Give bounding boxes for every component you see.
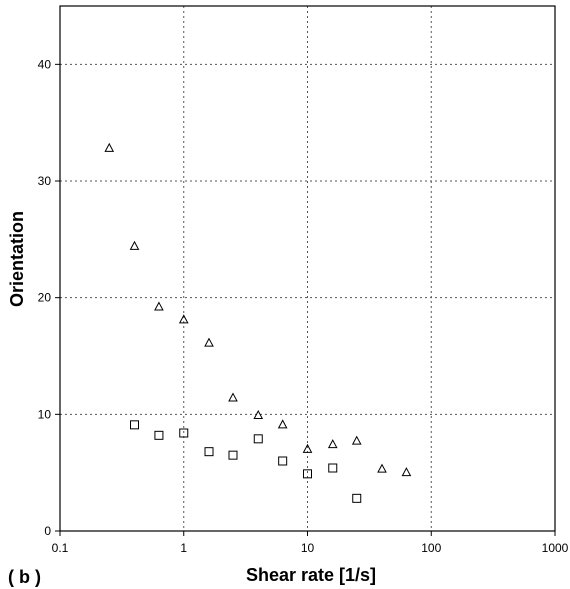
square-marker xyxy=(254,435,262,443)
triangle-marker xyxy=(329,440,337,448)
x-tick-label: 1 xyxy=(180,541,187,555)
triangle-marker xyxy=(378,465,386,473)
x-tick-label: 1000 xyxy=(542,541,569,555)
y-tick-label: 30 xyxy=(38,174,52,188)
y-tick-label: 10 xyxy=(38,407,52,421)
square-marker xyxy=(205,448,213,456)
axis-ticks: 0.1 1 10 100 1000 0 10 20 30 40 xyxy=(38,57,569,555)
square-marker xyxy=(229,451,237,459)
triangle-marker xyxy=(229,394,237,402)
square-marker xyxy=(329,464,337,472)
square-marker xyxy=(155,431,163,439)
triangle-marker xyxy=(131,242,139,250)
x-tick-label: 100 xyxy=(421,541,441,555)
panel-label: ( b ) xyxy=(8,567,41,587)
y-axis-title: Orientation xyxy=(7,211,27,307)
y-tick-label: 40 xyxy=(38,57,52,71)
triangle-marker xyxy=(279,420,287,428)
triangle-marker xyxy=(353,437,361,445)
y-tick-label: 20 xyxy=(38,291,52,305)
square-marker xyxy=(131,421,139,429)
square-marker xyxy=(353,494,361,502)
x-axis-title: Shear rate [1/s] xyxy=(246,565,376,585)
data-markers xyxy=(105,144,410,503)
x-tick-label: 10 xyxy=(301,541,315,555)
triangle-marker xyxy=(155,303,163,311)
triangle-marker xyxy=(205,339,213,347)
triangle-marker xyxy=(105,144,113,152)
square-marker xyxy=(279,457,287,465)
y-tick-label: 0 xyxy=(44,524,51,538)
x-tick-label: 0.1 xyxy=(52,541,69,555)
triangle-marker xyxy=(402,468,410,476)
